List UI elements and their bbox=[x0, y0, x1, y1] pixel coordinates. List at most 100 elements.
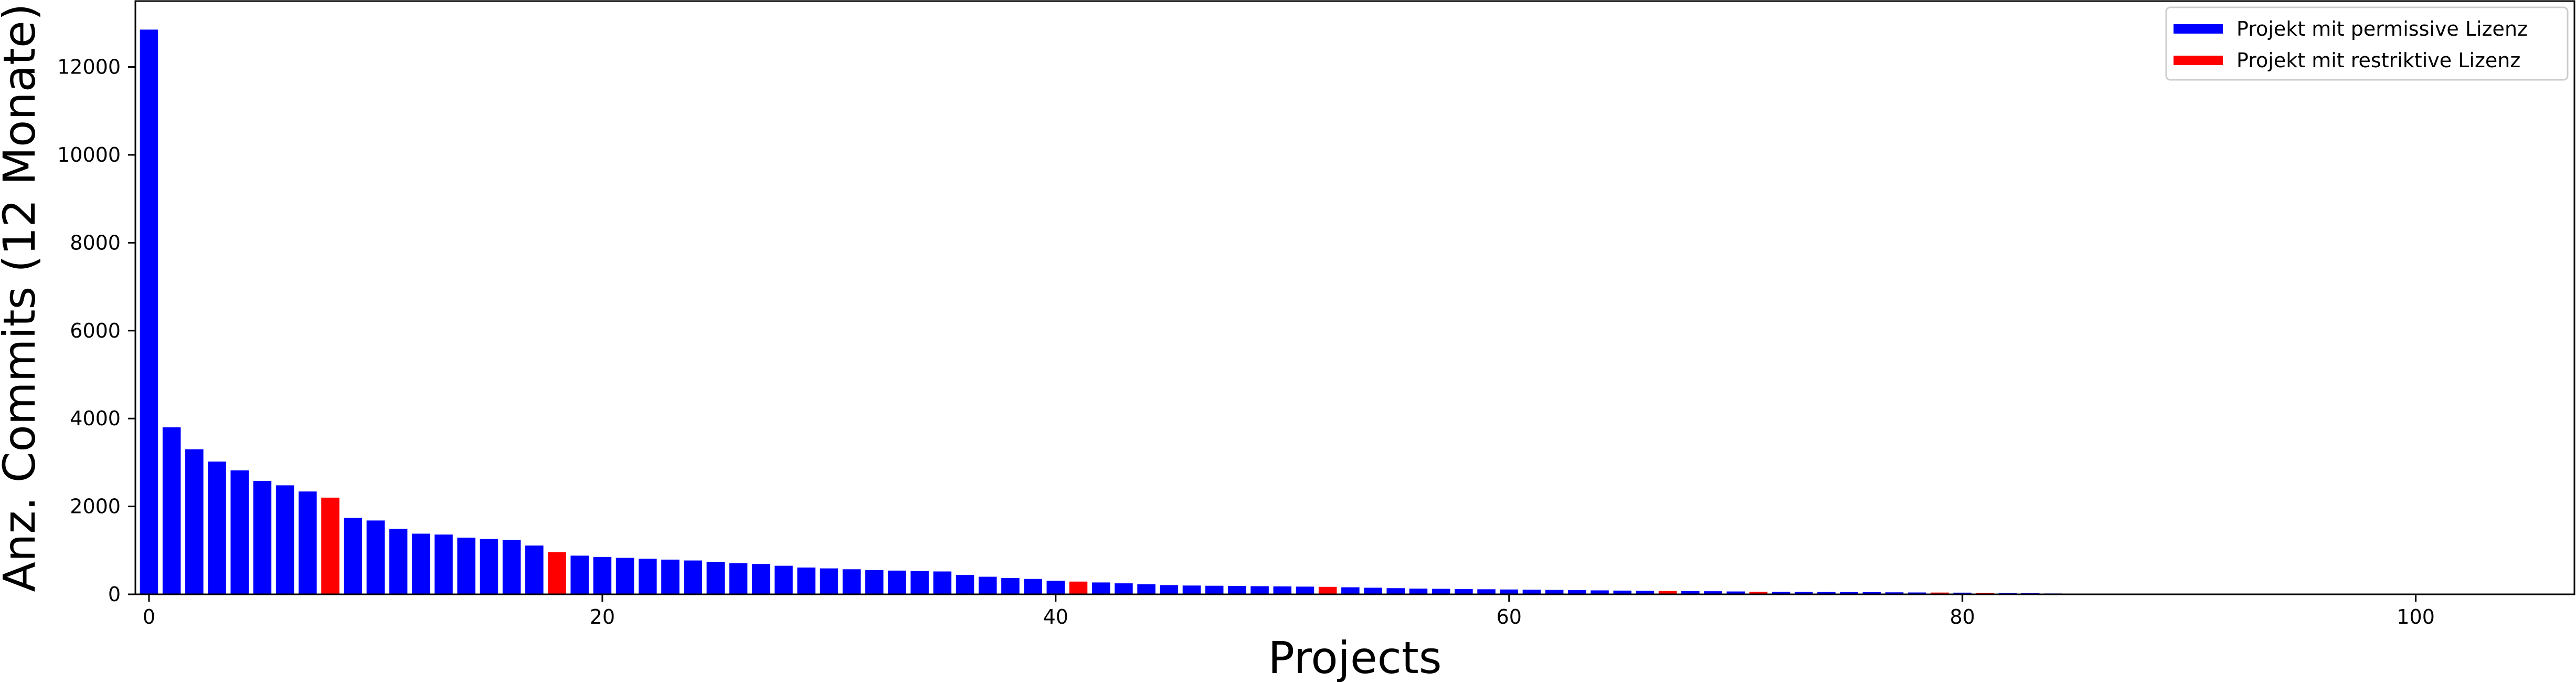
bar-permissive-43 bbox=[1115, 583, 1133, 594]
bar-permissive-36 bbox=[956, 575, 974, 594]
bar-permissive-38 bbox=[1001, 578, 1020, 594]
bar-permissive-19 bbox=[570, 555, 589, 594]
bar-permissive-39 bbox=[1024, 579, 1042, 594]
bar-permissive-62 bbox=[1545, 590, 1564, 594]
bar-permissive-50 bbox=[1273, 586, 1292, 594]
bar-permissive-48 bbox=[1228, 586, 1246, 594]
bar-permissive-6 bbox=[275, 485, 294, 594]
bar-permissive-11 bbox=[389, 529, 408, 594]
bar-permissive-56 bbox=[1409, 589, 1428, 594]
plot-frame bbox=[134, 0, 2575, 595]
bar-permissive-24 bbox=[684, 560, 702, 594]
bar-permissive-54 bbox=[1364, 587, 1382, 594]
bar-permissive-16 bbox=[502, 540, 521, 594]
bar-permissive-23 bbox=[661, 559, 680, 594]
x-tick-label: 80 bbox=[1950, 605, 1975, 628]
bar-permissive-35 bbox=[933, 571, 952, 594]
bar-permissive-51 bbox=[1296, 586, 1314, 594]
bar-permissive-21 bbox=[616, 558, 634, 594]
x-axis: 0 20 40 60 80 100 bbox=[143, 594, 2435, 628]
y-tick-label: 6000 bbox=[70, 319, 121, 342]
bar-permissive-57 bbox=[1432, 589, 1450, 594]
bar-permissive-13 bbox=[434, 534, 453, 594]
y-tick-label: 10000 bbox=[57, 143, 121, 166]
bar-permissive-68 bbox=[1681, 591, 1700, 594]
bar-permissive-73 bbox=[1795, 592, 1813, 594]
bar-permissive-69 bbox=[1704, 591, 1722, 594]
legend-box bbox=[2165, 6, 2569, 81]
y-tick-label: 12000 bbox=[57, 56, 121, 79]
bar-permissive-0 bbox=[140, 29, 158, 594]
x-tick-label: 40 bbox=[1043, 605, 1068, 628]
bar-permissive-14 bbox=[457, 538, 475, 594]
bar-permissive-26 bbox=[729, 563, 748, 594]
bar-permissive-72 bbox=[1772, 592, 1790, 594]
y-axis-title: Anz. Commits (12 Monate) bbox=[0, 4, 45, 592]
x-tick-label: 20 bbox=[590, 605, 615, 628]
bar-permissive-61 bbox=[1522, 590, 1541, 594]
y-tick-label: 8000 bbox=[70, 231, 121, 254]
bar-restrictive-41 bbox=[1069, 581, 1088, 594]
bar-permissive-15 bbox=[480, 539, 499, 594]
bar-permissive-60 bbox=[1500, 589, 1519, 594]
bar-permissive-49 bbox=[1250, 586, 1269, 594]
bar-permissive-37 bbox=[978, 576, 997, 594]
legend-label-restrictive: Projekt mit restriktive Lizenz bbox=[2236, 49, 2520, 72]
bar-restrictive-79 bbox=[1931, 592, 1949, 594]
bar-permissive-40 bbox=[1046, 581, 1065, 594]
bar-permissive-66 bbox=[1636, 591, 1655, 594]
bar-permissive-46 bbox=[1182, 585, 1201, 594]
bar-permissive-44 bbox=[1137, 584, 1156, 594]
bar-restrictive-18 bbox=[548, 552, 566, 594]
bar-permissive-25 bbox=[706, 562, 725, 594]
bar-permissive-80 bbox=[1953, 592, 1971, 594]
x-tick-label: 0 bbox=[143, 605, 155, 628]
bar-permissive-59 bbox=[1477, 589, 1496, 594]
bar-permissive-4 bbox=[230, 470, 249, 594]
bar-restrictive-71 bbox=[1749, 591, 1768, 594]
x-tick-label: 100 bbox=[2397, 605, 2435, 628]
bar-permissive-47 bbox=[1205, 585, 1224, 594]
bar-permissive-53 bbox=[1341, 587, 1360, 594]
bar-permissive-70 bbox=[1726, 591, 1745, 594]
bar-permissive-3 bbox=[208, 461, 226, 594]
bar-permissive-1 bbox=[162, 427, 181, 594]
bar-permissive-7 bbox=[299, 491, 317, 594]
bar-permissive-78 bbox=[1908, 592, 1926, 594]
legend-label-permissive: Projekt mit permissive Lizenz bbox=[2236, 17, 2528, 40]
bar-permissive-5 bbox=[253, 481, 272, 594]
bar-permissive-31 bbox=[842, 569, 861, 594]
bar-permissive-65 bbox=[1613, 590, 1632, 594]
y-axis: 0 2000 4000 6000 8000 10000 12000 bbox=[57, 56, 135, 606]
bar-permissive-12 bbox=[412, 533, 430, 594]
x-tick-label: 60 bbox=[1497, 605, 1522, 628]
bar-permissive-74 bbox=[1817, 592, 1836, 594]
bar-permissive-20 bbox=[593, 557, 612, 594]
bar-permissive-75 bbox=[1840, 592, 1858, 594]
bar-permissive-76 bbox=[1862, 592, 1881, 594]
bar-permissive-77 bbox=[1885, 592, 1904, 594]
y-tick-label: 2000 bbox=[70, 495, 121, 518]
bar-permissive-28 bbox=[775, 565, 793, 594]
bar-permissive-22 bbox=[638, 559, 657, 594]
bar-permissive-64 bbox=[1591, 590, 1609, 594]
y-tick-label: 0 bbox=[108, 583, 121, 606]
bar-permissive-10 bbox=[366, 520, 385, 594]
legend: Projekt mit permissive Lizenz Projekt mi… bbox=[2165, 6, 2569, 81]
bar-permissive-32 bbox=[865, 570, 884, 594]
bar-permissive-58 bbox=[1455, 589, 1473, 594]
bars-group bbox=[140, 29, 2561, 594]
bar-permissive-9 bbox=[344, 518, 362, 594]
x-axis-title: Projects bbox=[1268, 632, 1441, 682]
bar-restrictive-52 bbox=[1318, 586, 1337, 594]
bar-permissive-45 bbox=[1160, 585, 1179, 594]
bar-restrictive-8 bbox=[321, 497, 340, 594]
bar-restrictive-67 bbox=[1658, 591, 1677, 594]
bar-permissive-42 bbox=[1091, 582, 1110, 594]
bar-permissive-55 bbox=[1386, 588, 1405, 594]
bar-permissive-33 bbox=[888, 570, 906, 594]
bar-permissive-17 bbox=[525, 545, 544, 594]
bar-permissive-63 bbox=[1568, 590, 1586, 594]
bar-permissive-27 bbox=[751, 564, 770, 594]
